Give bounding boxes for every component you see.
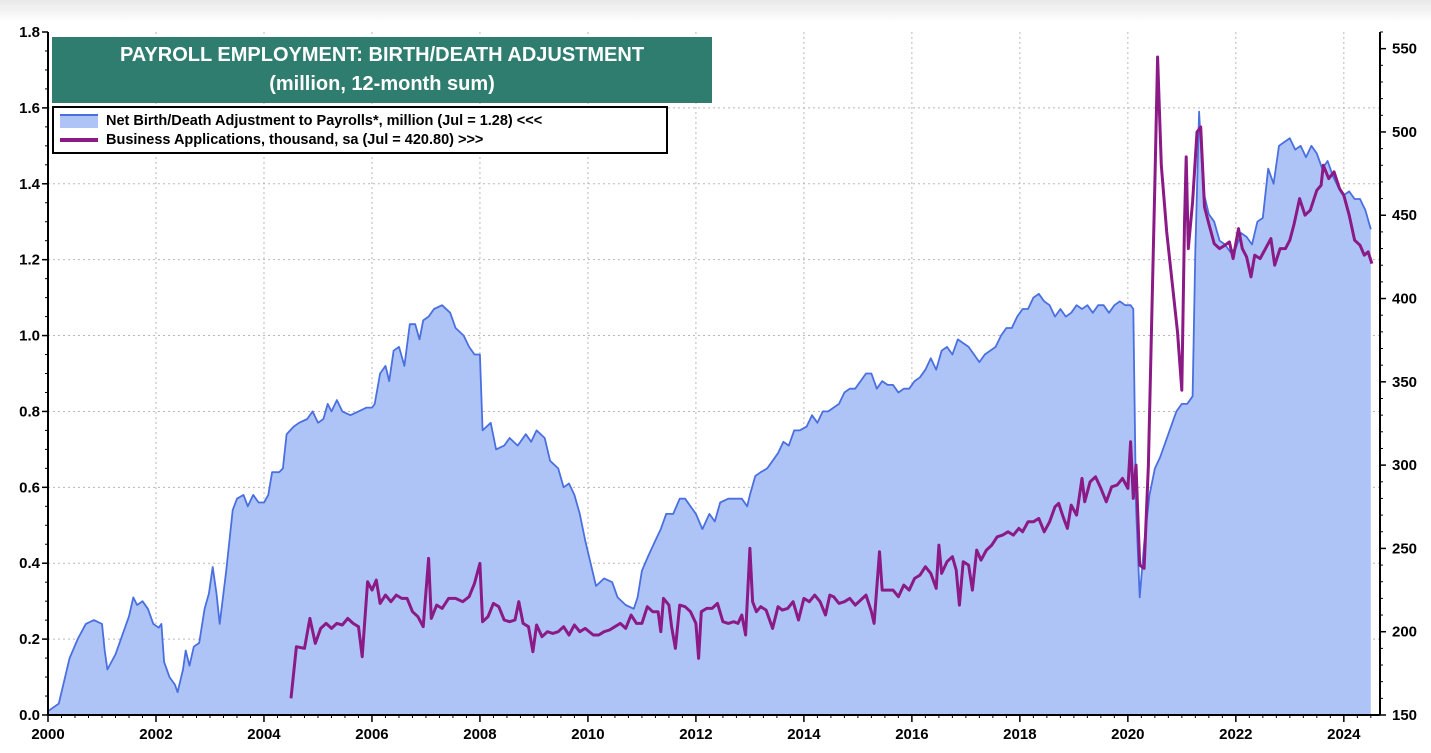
left-tick-label: 0.6	[19, 479, 40, 496]
left-tick-label: 0.0	[19, 707, 40, 724]
x-tick-label: 2014	[787, 726, 821, 743]
right-tick-label: 250	[1392, 540, 1417, 557]
left-tick-label: 1.4	[19, 176, 41, 193]
birth-death-area-series	[47, 110, 1372, 715]
birth-death-area-edge	[47, 110, 1372, 712]
left-tick-label: 1.0	[19, 328, 40, 345]
x-tick-label: 2022	[1219, 726, 1252, 743]
legend-label-birth-death: Net Birth/Death Adjustment to Payrolls*,…	[106, 113, 543, 129]
left-tick-label: 0.4	[19, 555, 41, 572]
left-tick-label: 0.2	[19, 631, 40, 648]
left-axis-ticks: 0.0 0.2 0.4 0.6 0.8 1.0 1.2 1.4 1.6 1.8	[19, 24, 48, 724]
x-tick-label: 2010	[571, 726, 604, 743]
right-tick-label: 350	[1392, 374, 1417, 391]
right-tick-label: 200	[1392, 624, 1417, 641]
x-tick-label: 2020	[1111, 726, 1144, 743]
right-axis-ticks: 150 200 250 300 350 400 450 500 550	[1380, 31, 1417, 724]
left-tick-label: 1.6	[19, 100, 40, 117]
right-tick-label: 450	[1392, 207, 1417, 224]
x-tick-label: 2024	[1327, 726, 1361, 743]
legend-line-swatch	[60, 133, 98, 147]
chart-title-line-1: PAYROLL EMPLOYMENT: BIRTH/DEATH ADJUSTME…	[119, 44, 645, 66]
legend-item-business-applications: Business Applications, thousand, sa (Jul…	[60, 130, 483, 150]
x-tick-label: 2000	[31, 726, 64, 743]
x-tick-label: 2016	[895, 726, 928, 743]
right-tick-label: 550	[1392, 41, 1417, 58]
right-tick-label: 500	[1392, 124, 1417, 141]
chart-title-line-2: (million, 12-month sum)	[269, 73, 495, 95]
left-tick-label: 0.8	[19, 403, 40, 420]
x-tick-label: 2018	[1003, 726, 1036, 743]
right-tick-label: 400	[1392, 291, 1417, 308]
window-top-bar	[0, 0, 1431, 22]
business-applications-line-series	[289, 55, 1374, 699]
legend-label-business-applications: Business Applications, thousand, sa (Jul…	[106, 132, 484, 148]
x-tick-label: 2006	[355, 726, 388, 743]
x-tick-label: 2004	[247, 726, 281, 743]
chart-title: PAYROLL EMPLOYMENT: BIRTH/DEATH ADJUSTME…	[52, 37, 712, 103]
x-tick-label: 2002	[139, 726, 172, 743]
business-applications-line	[289, 55, 1374, 699]
left-tick-label: 1.2	[19, 252, 40, 269]
right-tick-label: 300	[1392, 457, 1417, 474]
left-tick-label: 1.8	[19, 24, 40, 41]
birth-death-area-fill	[48, 111, 1371, 715]
legend: Net Birth/Death Adjustment to Payrolls*,…	[52, 106, 668, 154]
x-tick-label: 2008	[463, 726, 496, 743]
right-tick-label: 150	[1392, 707, 1417, 724]
legend-item-birth-death: Net Birth/Death Adjustment to Payrolls*,…	[60, 111, 542, 131]
legend-area-swatch	[60, 114, 98, 128]
x-tick-label: 2012	[679, 726, 712, 743]
x-axis-ticks: 2000 2002 2004 2006 2008 2010 2012 2014 2016 2018…	[31, 715, 1372, 743]
